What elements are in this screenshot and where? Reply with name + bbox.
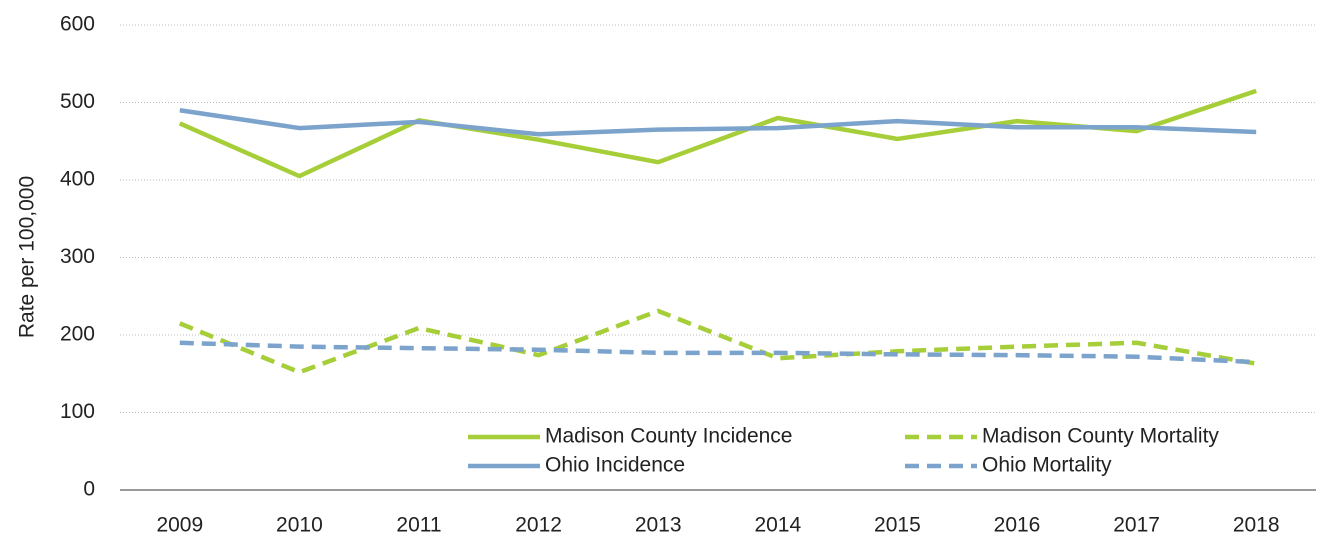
line-series [178,308,1257,375]
line-series [179,340,1257,365]
x-tick-label: 2018 [1233,514,1280,537]
y-tick-label: 500 [60,90,95,113]
x-tick-label: 2012 [515,514,562,537]
x-tick-label: 2009 [156,514,203,537]
x-tick-label: 2010 [276,514,323,537]
x-tick-label: 2016 [994,514,1041,537]
x-tick-label: 2014 [754,514,801,537]
x-tick-label: 2015 [874,514,921,537]
y-tick-label: 0 [83,478,95,501]
legend-label: Ohio Incidence [545,454,685,477]
x-tick-label: 2013 [635,514,682,537]
y-tick-label: 200 [60,323,95,346]
y-tick-label: 300 [60,245,95,268]
legend-label: Ohio Mortality [982,454,1112,477]
line-series [179,108,1257,137]
x-tick-label: 2011 [396,514,441,537]
line-series [178,88,1257,179]
y-tick-label: 600 [60,13,95,36]
x-tick-label: 2017 [1113,514,1160,537]
y-tick-label: 400 [60,168,95,191]
legend-label: Madison County Incidence [545,425,792,448]
y-tick-label: 100 [60,400,95,423]
y-axis-label: Rate per 100,000 [16,176,39,338]
legend-label: Madison County Mortality [982,425,1219,448]
